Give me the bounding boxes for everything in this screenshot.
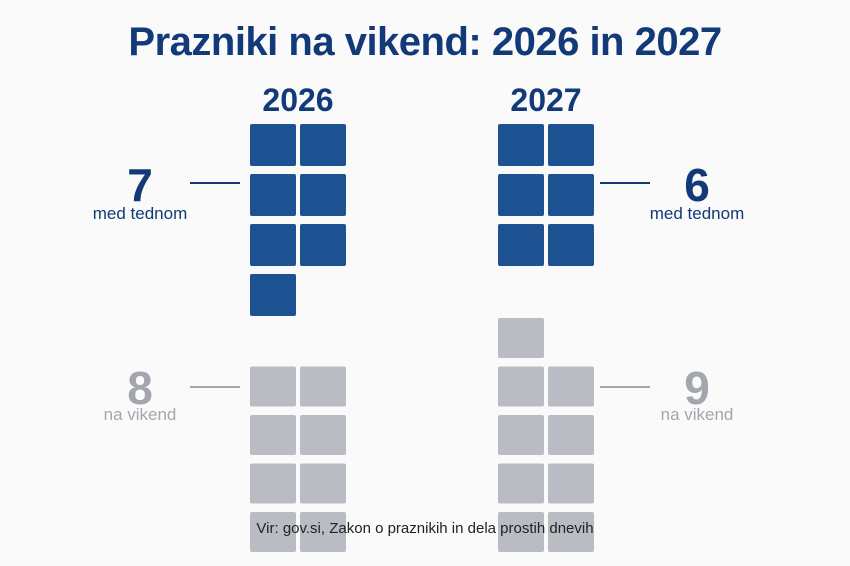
- weekend-leader-2027: [600, 386, 650, 388]
- weekday-leader-2026: [190, 182, 240, 184]
- waffle-cell-weekend-2027-6: [548, 415, 594, 455]
- waffle-cell-weekday-2027-4: [548, 174, 594, 216]
- weekend-label-2026: na vikend: [103, 405, 177, 424]
- weekday-count-2026: 7: [127, 159, 153, 211]
- waffle-cell-weekend-2026-8: [300, 366, 346, 407]
- waffle-cell-weekend-2027-7: [498, 366, 544, 407]
- source-note: Vir: gov.si, Zakon o praznikih in dela p…: [256, 520, 594, 537]
- waffle-cell-weekend-2027-8: [548, 366, 594, 407]
- waffle-cell-weekend-2026-2: [300, 512, 346, 552]
- waffle-cell-weekday-2026-3: [250, 174, 296, 216]
- waffle-cell-weekend-2026-7: [250, 366, 296, 407]
- waffle-cell-weekday-2026-5: [250, 224, 296, 266]
- year-label-2026: 2026: [262, 82, 334, 118]
- waffle-cell-weekday-2026-1: [250, 124, 296, 166]
- waffle-cell-weekday-2027-6: [548, 224, 594, 266]
- waffle-cell-weekend-2026-3: [250, 463, 296, 504]
- weekend-label-2027: na vikend: [660, 405, 734, 424]
- weekend-count-2027: 9: [684, 362, 710, 414]
- weekday-count-2027: 6: [684, 159, 710, 211]
- waffle-cell-weekend-2027-3: [498, 463, 544, 504]
- weekday-leader-2027: [600, 182, 650, 184]
- chart-title: Prazniki na vikend: 2026 in 2027: [128, 20, 722, 64]
- waffle-cell-weekday-2027-3: [498, 174, 544, 216]
- waffle-cell-weekend-2026-5: [250, 415, 296, 455]
- waffle-cell-weekday-2027-2: [548, 124, 594, 166]
- waffle-cell-weekday-2026-6: [300, 224, 346, 266]
- weekday-label-2026: med tednom: [92, 204, 188, 223]
- waffle-cell-weekend-2026-1: [250, 512, 296, 552]
- weekend-leader-2026: [190, 386, 240, 388]
- waffle-cell-weekday-2027-5: [498, 224, 544, 266]
- waffle-cell-weekend-2027-4: [548, 463, 594, 504]
- waffle-cell-weekday-2026-2: [300, 124, 346, 166]
- weekday-label-2027: med tednom: [649, 204, 745, 223]
- year-label-2027: 2027: [510, 82, 582, 118]
- waffle-cell-weekday-2026-7: [250, 274, 296, 316]
- waffle-cell-weekend-2027-2: [548, 512, 594, 552]
- waffle-cell-weekday-2026-4: [300, 174, 346, 216]
- waffle-cell-weekend-2027-9: [498, 318, 544, 358]
- waffle-cell-weekend-2026-4: [300, 463, 346, 504]
- waffle-cell-weekend-2026-6: [300, 415, 346, 455]
- weekend-count-2026: 8: [127, 362, 153, 414]
- waffle-cell-weekday-2027-1: [498, 124, 544, 166]
- waffle-cell-weekend-2027-5: [498, 415, 544, 455]
- waffle-cell-weekend-2027-1: [498, 512, 544, 552]
